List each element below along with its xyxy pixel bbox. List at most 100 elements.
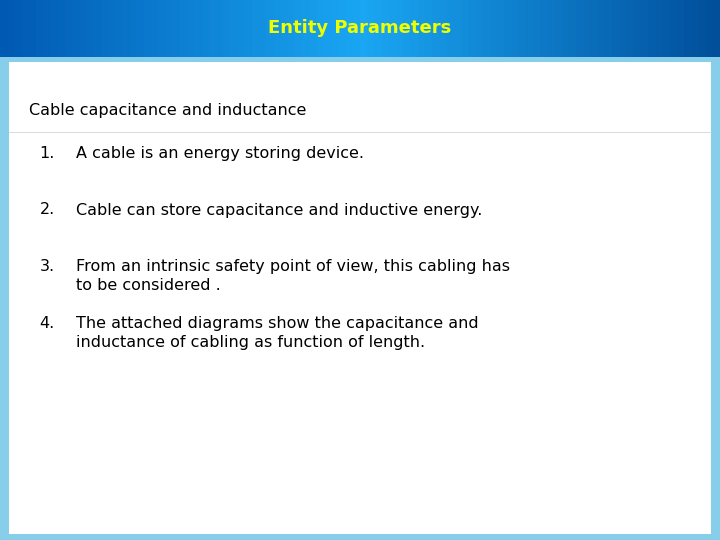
Bar bbox=[122, 0, 130, 57]
Text: From an intrinsic safety point of view, this cabling has
to be considered .: From an intrinsic safety point of view, … bbox=[76, 259, 510, 293]
Bar bbox=[288, 0, 295, 57]
Bar bbox=[79, 0, 86, 57]
Bar bbox=[338, 0, 346, 57]
Bar bbox=[324, 0, 331, 57]
Bar bbox=[22, 0, 29, 57]
Text: 3.: 3. bbox=[40, 259, 55, 274]
Bar bbox=[187, 0, 194, 57]
Bar bbox=[655, 0, 662, 57]
Bar bbox=[202, 0, 209, 57]
Bar bbox=[533, 0, 540, 57]
Bar bbox=[670, 0, 677, 57]
Bar bbox=[9, 62, 711, 534]
Bar bbox=[238, 0, 245, 57]
Bar bbox=[295, 0, 302, 57]
Bar bbox=[583, 0, 590, 57]
Bar bbox=[209, 0, 216, 57]
Bar bbox=[518, 0, 526, 57]
Bar bbox=[562, 0, 569, 57]
Bar bbox=[72, 0, 79, 57]
Bar bbox=[130, 0, 137, 57]
Bar bbox=[526, 0, 533, 57]
Bar bbox=[605, 0, 612, 57]
Bar bbox=[281, 0, 288, 57]
Bar bbox=[115, 0, 122, 57]
Bar bbox=[7, 0, 14, 57]
Bar bbox=[94, 0, 101, 57]
Bar bbox=[50, 0, 58, 57]
Text: A cable is an energy storing device.: A cable is an energy storing device. bbox=[76, 146, 364, 161]
Bar bbox=[36, 0, 43, 57]
Bar bbox=[619, 0, 626, 57]
Bar bbox=[158, 0, 166, 57]
Bar bbox=[490, 0, 497, 57]
Bar bbox=[598, 0, 605, 57]
Bar bbox=[367, 0, 374, 57]
Text: Entity Parameters: Entity Parameters bbox=[269, 19, 451, 37]
Bar bbox=[706, 0, 713, 57]
Bar bbox=[475, 0, 482, 57]
Bar bbox=[439, 0, 446, 57]
Text: Cable capacitance and inductance: Cable capacitance and inductance bbox=[29, 103, 306, 118]
Bar bbox=[346, 0, 353, 57]
Bar bbox=[317, 0, 324, 57]
Bar bbox=[331, 0, 338, 57]
Bar bbox=[468, 0, 475, 57]
Bar bbox=[684, 0, 691, 57]
Bar bbox=[266, 0, 274, 57]
Bar bbox=[230, 0, 238, 57]
Bar bbox=[482, 0, 490, 57]
Bar bbox=[713, 0, 720, 57]
Bar bbox=[425, 0, 432, 57]
Bar bbox=[382, 0, 389, 57]
Bar bbox=[194, 0, 202, 57]
Bar bbox=[29, 0, 36, 57]
Bar bbox=[511, 0, 518, 57]
Bar bbox=[634, 0, 641, 57]
Bar bbox=[590, 0, 598, 57]
Bar bbox=[410, 0, 418, 57]
Text: 2.: 2. bbox=[40, 202, 55, 218]
Bar bbox=[137, 0, 144, 57]
Bar bbox=[662, 0, 670, 57]
Bar bbox=[58, 0, 65, 57]
Bar bbox=[43, 0, 50, 57]
Bar bbox=[396, 0, 403, 57]
Bar bbox=[144, 0, 151, 57]
Bar bbox=[432, 0, 439, 57]
Bar bbox=[403, 0, 410, 57]
Bar bbox=[626, 0, 634, 57]
Bar bbox=[691, 0, 698, 57]
Bar bbox=[677, 0, 684, 57]
Bar bbox=[0, 0, 7, 57]
Bar bbox=[151, 0, 158, 57]
Bar bbox=[65, 0, 72, 57]
Bar bbox=[259, 0, 266, 57]
Bar bbox=[612, 0, 619, 57]
Bar bbox=[374, 0, 382, 57]
Bar bbox=[576, 0, 583, 57]
Bar bbox=[14, 0, 22, 57]
Bar bbox=[310, 0, 317, 57]
Bar bbox=[648, 0, 655, 57]
Bar bbox=[446, 0, 454, 57]
Bar bbox=[360, 0, 367, 57]
Bar bbox=[353, 0, 360, 57]
Text: 1.: 1. bbox=[40, 146, 55, 161]
Bar bbox=[540, 0, 547, 57]
Bar bbox=[173, 0, 180, 57]
Bar bbox=[101, 0, 108, 57]
Bar bbox=[252, 0, 259, 57]
Bar bbox=[108, 0, 115, 57]
Bar bbox=[698, 0, 706, 57]
Bar bbox=[641, 0, 648, 57]
Bar bbox=[166, 0, 173, 57]
Text: The attached diagrams show the capacitance and
inductance of cabling as function: The attached diagrams show the capacitan… bbox=[76, 316, 478, 350]
Bar bbox=[497, 0, 504, 57]
Text: Cable can store capacitance and inductive energy.: Cable can store capacitance and inductiv… bbox=[76, 202, 482, 218]
Bar bbox=[223, 0, 230, 57]
Bar bbox=[547, 0, 554, 57]
Bar bbox=[180, 0, 187, 57]
Bar bbox=[461, 0, 468, 57]
Bar bbox=[86, 0, 94, 57]
